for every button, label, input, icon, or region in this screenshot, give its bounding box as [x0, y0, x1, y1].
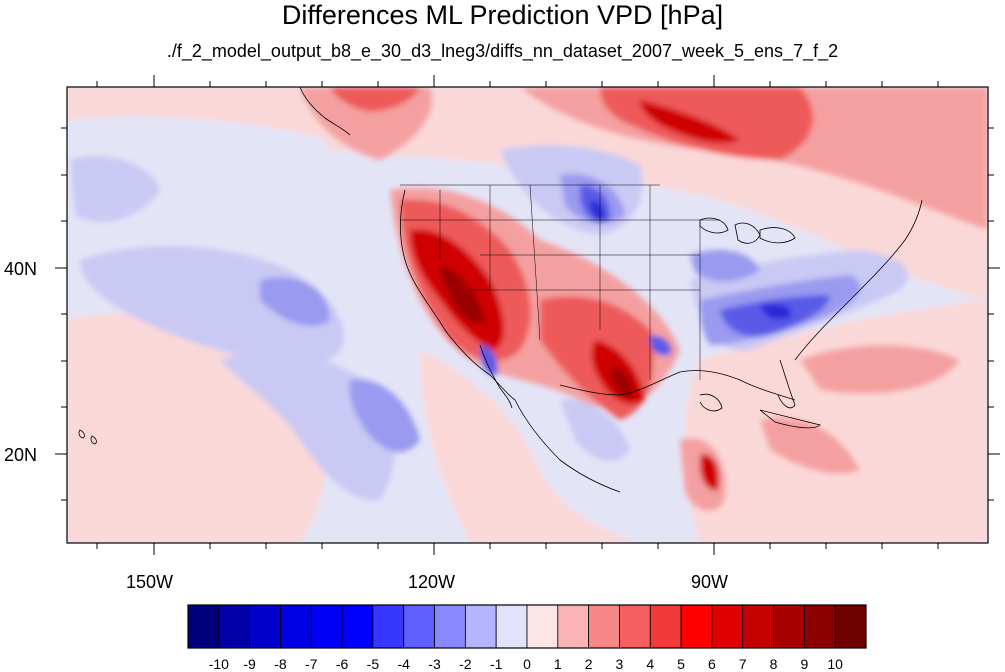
colorbar-label: 6	[708, 656, 716, 672]
coastline	[759, 409, 821, 429]
colorbar-swatch	[711, 604, 744, 649]
colorbar-label: -1	[489, 656, 503, 672]
coastline	[794, 199, 923, 361]
map-frame	[66, 86, 989, 544]
colorbar-swatch	[310, 604, 343, 649]
field-region-med-red	[300, 87, 433, 160]
colorbar-label: 8	[769, 656, 778, 672]
field-region-dark-blue	[649, 335, 672, 356]
colorbar-swatch	[280, 604, 312, 649]
axis-ticks	[55, 75, 1000, 555]
field-region-light-blue	[80, 246, 345, 363]
field-region-red	[330, 87, 420, 112]
colorbar-label: -5	[366, 656, 380, 672]
colorbar-label: -9	[243, 656, 256, 672]
colorbar-label: 4	[646, 656, 655, 672]
colorbar-label: -3	[428, 656, 441, 672]
colorbar-swatch	[742, 604, 774, 649]
colorbar-label: 9	[800, 656, 809, 672]
colorbar-swatch	[619, 604, 651, 649]
coastline	[699, 393, 723, 412]
colorbar-swatch	[218, 604, 251, 649]
colorbar-swatch	[834, 604, 867, 649]
chart-subtitle: ./f_2_model_output_b8_e_30_d3_lneg3/diff…	[166, 41, 839, 61]
coastline	[559, 370, 796, 401]
colorbar-swatch	[495, 604, 528, 649]
colorbar-label: 7	[738, 656, 747, 672]
coastline	[514, 399, 621, 493]
colorbar	[187, 604, 867, 649]
field-region-dark-red	[700, 454, 720, 491]
y-tick-label-40n: 40N	[4, 259, 38, 279]
colorbar-swatch	[372, 604, 405, 649]
colorbar-label: 3	[615, 656, 624, 672]
field-region-light-red	[67, 87, 330, 140]
colorbar-swatch	[187, 604, 220, 649]
colorbar-label: -10	[208, 656, 229, 672]
field-region-blue	[260, 277, 330, 327]
coastline	[90, 435, 97, 445]
colorbar-label: 2	[584, 656, 593, 672]
x-tick-label-120w: 120W	[408, 572, 456, 592]
coastline	[759, 227, 796, 244]
coastline	[479, 344, 513, 409]
colorbar-label: -2	[459, 656, 472, 672]
colorbar-swatch	[526, 604, 559, 649]
colorbar-swatch	[249, 604, 281, 649]
field-region-very-dark-red	[440, 265, 486, 324]
field-region-light-red	[420, 350, 640, 543]
colorbar-swatch	[588, 604, 620, 649]
coastline	[699, 217, 729, 234]
x-tick-label-90w: 90W	[691, 572, 729, 592]
colorbar-swatch	[341, 604, 374, 649]
map-field	[67, 87, 988, 543]
field-region-dark-red	[640, 100, 740, 144]
field-region-blue	[349, 379, 420, 453]
colorbar-swatch	[464, 604, 497, 649]
coastline	[78, 429, 85, 439]
field-region-deep-blue	[760, 303, 791, 320]
colorbar-swatch	[557, 604, 590, 649]
colorbar-frame	[187, 604, 867, 649]
field-region-light-blue	[70, 156, 160, 222]
colorbar-label: -4	[397, 656, 410, 672]
colorbar-label: -6	[335, 656, 349, 672]
colorbar-label: 5	[677, 656, 685, 672]
field-region-dark-blue	[479, 345, 498, 376]
colorbar-label: 0	[523, 656, 531, 672]
colorbar-label: 10	[827, 656, 843, 672]
field-region-med-red	[800, 345, 960, 394]
field-region-very-dark-red	[612, 365, 633, 398]
state-border	[529, 184, 541, 341]
colorbar-swatch	[434, 604, 466, 649]
chart-title: Differences ML Prediction VPD [hPa]	[281, 0, 724, 30]
coastline	[777, 359, 796, 409]
colorbar-swatch	[649, 604, 682, 649]
colorbar-label: -8	[274, 656, 287, 672]
field-region-deep-blue	[590, 200, 605, 221]
colorbar-swatch	[680, 604, 713, 649]
coastline	[299, 87, 351, 136]
field-region-light-blue	[560, 399, 630, 461]
x-tick-label-150w: 150W	[126, 572, 174, 592]
colorbar-swatch	[803, 604, 836, 649]
field-region-blue	[690, 250, 760, 282]
colorbar-label: 1	[553, 656, 562, 672]
colorbar-label: -7	[305, 656, 318, 672]
colorbar-swatch	[773, 604, 805, 649]
field-region-med-red	[760, 417, 860, 474]
y-tick-label-20n: 20N	[4, 445, 38, 465]
colorbar-swatch	[403, 604, 435, 649]
